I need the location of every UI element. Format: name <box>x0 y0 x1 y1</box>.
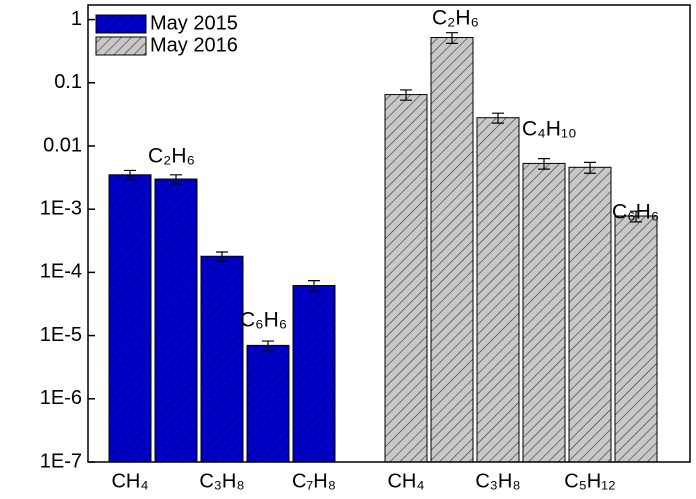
bar <box>292 285 336 463</box>
annotation: C₂H₆ <box>432 7 479 30</box>
plot-frame <box>87 4 691 463</box>
y-tick-label: 1E-5 <box>40 324 82 346</box>
bar <box>522 162 566 463</box>
x-tick-label: C₃H₈ <box>475 470 520 492</box>
error-bar <box>538 158 550 170</box>
error-bar <box>630 210 642 223</box>
legend-label: May 2015 <box>150 12 238 34</box>
error-bar <box>400 89 412 101</box>
y-tick-label: 1E-3 <box>40 197 82 219</box>
y-tick-label: 1E-6 <box>40 387 82 409</box>
y-tick-label: 0.01 <box>43 134 82 156</box>
y-tick-label: 1 <box>71 8 82 30</box>
y-tick-label: 0.1 <box>54 71 82 93</box>
y-tick-label: 1E-4 <box>40 261 82 283</box>
error-bar <box>492 112 504 124</box>
y-tick-label: 1E-7 <box>40 450 82 472</box>
bar <box>200 255 244 463</box>
bar <box>384 94 428 463</box>
bar <box>154 178 198 463</box>
error-bar <box>124 169 136 181</box>
error-bar <box>446 32 458 44</box>
annotation: C₄H₁₀ <box>522 118 577 141</box>
error-bar <box>308 280 320 293</box>
x-tick-label: C₇H₈ <box>292 470 336 492</box>
annotation: C₂H₆ <box>148 145 195 168</box>
error-bar <box>262 340 274 352</box>
annotation: C₆H₆ <box>240 309 287 332</box>
x-tick-label: CH₄ <box>111 470 148 492</box>
x-tick-label: C₅H₁₂ <box>564 470 615 492</box>
bar <box>476 117 520 463</box>
annotation: C₆H₆ <box>612 201 659 224</box>
error-bar <box>216 251 228 262</box>
legend-swatch <box>95 36 147 56</box>
bar <box>568 166 612 463</box>
x-tick-label: CH₄ <box>387 470 424 492</box>
x-tick-label: C₃H₈ <box>199 470 244 492</box>
error-bar <box>170 174 182 185</box>
bar <box>246 344 290 463</box>
error-bar <box>584 161 596 174</box>
legend-swatch <box>95 14 147 34</box>
bar <box>430 37 474 463</box>
legend-label: May 2016 <box>150 34 238 56</box>
bar <box>108 174 152 463</box>
bar <box>614 215 658 463</box>
